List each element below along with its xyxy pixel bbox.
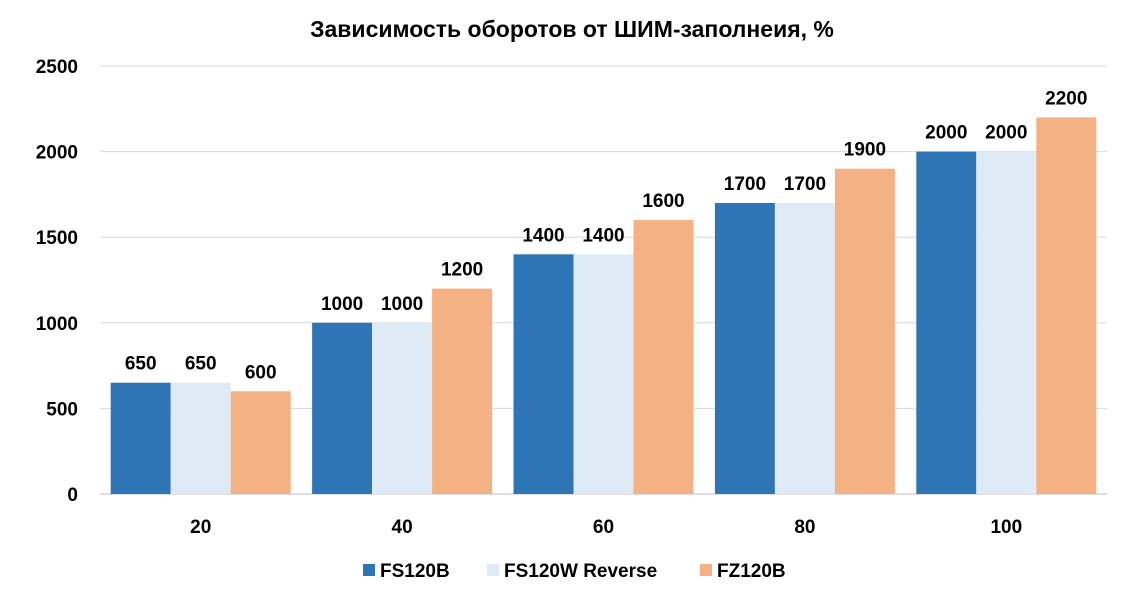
- data-label: 1700: [784, 174, 826, 195]
- bar: [1036, 117, 1097, 495]
- x-tick-label: 80: [794, 517, 815, 538]
- data-label: 650: [125, 354, 157, 375]
- data-label: 600: [245, 362, 277, 383]
- bar: [916, 151, 977, 494]
- y-tick-label: 1000: [36, 314, 78, 335]
- bar: [714, 202, 775, 494]
- x-axis-ticks: 20 40 60 80 100: [190, 517, 1022, 538]
- x-tick-label: 60: [593, 517, 614, 538]
- data-label: 2200: [1045, 88, 1087, 109]
- data-label: 2000: [925, 123, 967, 144]
- y-tick-label: 500: [46, 399, 78, 420]
- data-label: 1200: [441, 260, 483, 281]
- bar: [774, 202, 835, 494]
- chart-title: Зависимость оборотов от ШИМ-заполнеия, %: [310, 16, 834, 42]
- data-label: 1400: [582, 225, 624, 246]
- bar: [170, 382, 231, 494]
- data-label: 2000: [985, 123, 1027, 144]
- bar: [230, 391, 291, 494]
- bar: [976, 151, 1037, 494]
- legend: FS120B FS120W Reverse FZ120B: [363, 561, 786, 582]
- legend-label: FS120W Reverse: [504, 561, 657, 582]
- data-label: 1400: [522, 225, 564, 246]
- data-label: 1900: [844, 140, 886, 161]
- bar: [432, 288, 493, 494]
- x-tick-label: 20: [190, 517, 211, 538]
- legend-swatch: [700, 564, 712, 576]
- data-labels: 650 650 600 1000 1000 1200 1400 1400 1600 1700 170…: [125, 88, 1088, 383]
- bars: [110, 117, 1097, 495]
- data-label: 1000: [321, 294, 363, 315]
- bar: [110, 382, 171, 494]
- y-tick-label: 0: [67, 485, 78, 506]
- data-label: 1600: [642, 191, 684, 212]
- y-tick-label: 2000: [36, 143, 78, 164]
- bar: [312, 322, 373, 494]
- bar: [633, 220, 694, 494]
- y-tick-label: 2500: [36, 57, 78, 78]
- legend-label: FS120B: [380, 561, 450, 582]
- x-tick-label: 40: [392, 517, 413, 538]
- legend-swatch: [363, 564, 375, 576]
- y-axis-ticks: 0 500 1000 1500 2000 2500: [36, 57, 78, 506]
- bar: [513, 254, 574, 494]
- x-tick-label: 100: [990, 517, 1022, 538]
- bar: [372, 322, 433, 494]
- bar: [573, 254, 634, 494]
- data-label: 1700: [724, 174, 766, 195]
- legend-swatch: [487, 564, 499, 576]
- legend-label: FZ120B: [717, 561, 786, 582]
- y-tick-label: 1500: [36, 228, 78, 249]
- bar: [834, 168, 895, 494]
- data-label: 650: [185, 354, 217, 375]
- data-label: 1000: [381, 294, 423, 315]
